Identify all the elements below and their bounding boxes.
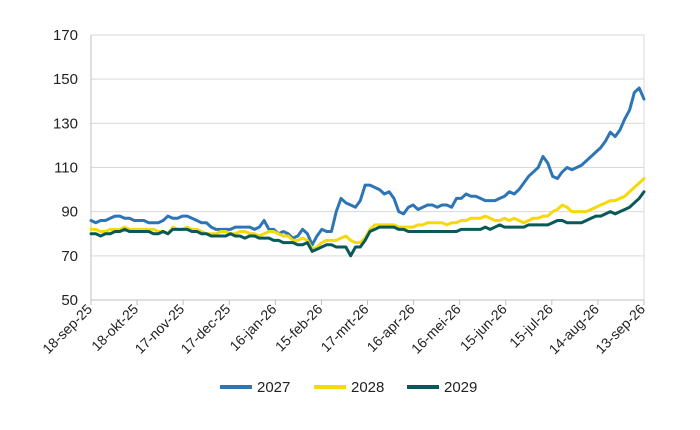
legend-label-2029: 2029 (444, 379, 477, 396)
legend-label-2028: 2028 (351, 379, 384, 396)
y-tick-label: 50 (61, 292, 78, 309)
x-tick-label: 16-jan-26 (226, 301, 279, 354)
x-tick-label: 17-dec-25 (177, 301, 233, 357)
legend-label-2027: 2027 (257, 379, 290, 396)
x-tick-label: 17-mrt-26 (317, 301, 371, 355)
series-line-2027 (89, 86, 646, 247)
y-tick-label: 170 (53, 27, 78, 44)
x-tick-label: 16-mei-26 (408, 301, 464, 357)
y-tick-label: 90 (61, 204, 78, 221)
x-axis-ticks: 18-sep-2518-okt-2517-nov-2517-dec-2516-j… (39, 300, 648, 357)
x-tick-label: 15-feb-26 (272, 301, 326, 355)
gridlines (91, 34, 644, 257)
y-tick-label: 70 (61, 248, 78, 265)
y-tick-label: 130 (53, 115, 78, 132)
x-tick-label: 13-sep-26 (592, 301, 648, 357)
series-line-2029 (89, 190, 646, 258)
y-tick-label: 110 (54, 160, 78, 177)
x-tick-label: 14-aug-26 (546, 301, 603, 358)
y-axis-ticks: 50 70 90 110 130 150 170 (53, 27, 78, 309)
x-tick-label: 15-jun-26 (457, 301, 510, 354)
series-lines (89, 86, 646, 258)
y-tick-label: 150 (53, 71, 78, 88)
x-tick-label: 18-sep-25 (39, 301, 95, 357)
legend: 2027 2028 2029 (220, 379, 477, 396)
